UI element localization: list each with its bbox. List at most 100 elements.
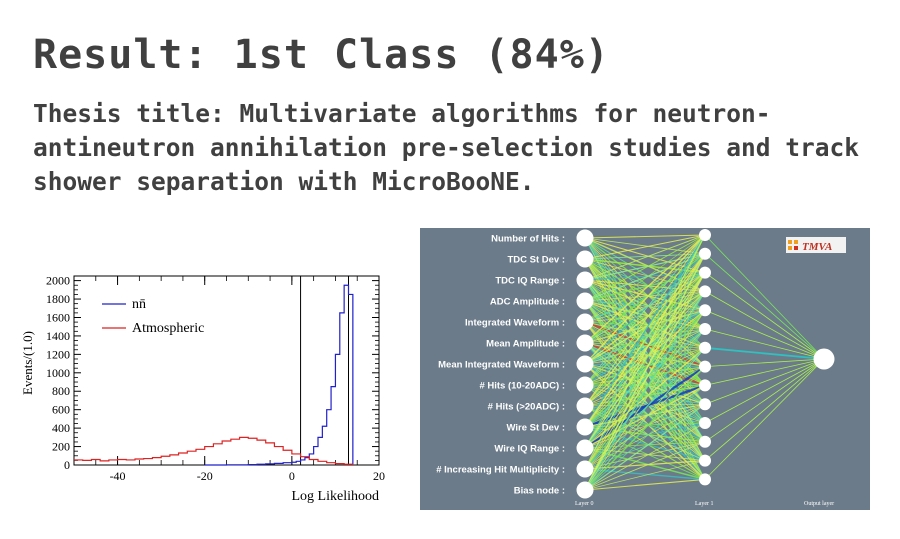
x-tick-label: -20	[197, 469, 213, 483]
input-node	[576, 229, 594, 247]
edge-input-hidden	[584, 347, 706, 449]
input-node	[576, 250, 594, 268]
hidden-node	[699, 454, 711, 467]
edge-input-hidden	[584, 234, 706, 344]
layer-label-1: Layer 1	[695, 501, 714, 507]
edge-input-hidden	[584, 328, 706, 365]
hidden-node	[699, 341, 711, 354]
input-label: Wire St Dev :	[506, 423, 565, 434]
edge-input-hidden	[584, 234, 706, 407]
edge-input-hidden	[584, 328, 706, 428]
edge-input-hidden	[584, 272, 706, 344]
edge-input-hidden	[584, 309, 706, 407]
edge-input-hidden	[584, 342, 706, 349]
edge-input-hidden	[584, 253, 706, 491]
edge-input-hidden	[584, 234, 706, 281]
y-tick-label: 800	[52, 384, 70, 398]
hidden-node	[699, 435, 711, 448]
input-node	[576, 292, 594, 310]
y-tick-label: 1800	[46, 292, 70, 306]
legend-label-nnbar: nn̄	[132, 297, 146, 312]
edge-input-hidden	[584, 234, 706, 323]
edge-input-hidden	[584, 234, 706, 302]
edge-input-hidden	[584, 291, 706, 449]
edge-input-hidden	[584, 366, 706, 428]
input-node	[576, 271, 594, 289]
edge-input-hidden	[584, 234, 706, 365]
hidden-node	[699, 398, 711, 411]
edge-input-hidden	[584, 321, 706, 330]
input-label: Wire IQ Range :	[494, 444, 565, 455]
edge-hidden-output	[704, 358, 825, 480]
edge-input-hidden	[584, 347, 706, 365]
edge-input-hidden	[584, 309, 706, 344]
hidden-node	[699, 285, 711, 298]
edge-input-hidden	[584, 290, 706, 344]
y-tick-label: 1600	[46, 310, 70, 324]
edge-input-hidden	[584, 253, 706, 344]
network-edges	[584, 234, 825, 491]
edge-input-hidden	[584, 253, 706, 386]
layer-label-0: Layer 0	[575, 501, 594, 507]
edge-input-hidden	[584, 363, 706, 405]
edge-hidden-output	[704, 358, 825, 386]
hidden-node	[699, 266, 711, 279]
edge-input-hidden	[584, 321, 706, 386]
edge-input-hidden	[584, 272, 706, 449]
edge-input-hidden	[584, 347, 706, 428]
tmva-logo: TMVA	[786, 237, 846, 253]
edge-hidden-output	[704, 358, 825, 424]
edge-input-hidden	[584, 328, 706, 470]
edge-input-hidden	[584, 309, 706, 449]
y-tick-label: 0	[64, 458, 70, 472]
edge-input-hidden	[584, 253, 706, 323]
input-node	[576, 418, 594, 436]
x-axis-label: Log Likelihood	[292, 489, 380, 504]
input-label: Mean Integrated Waveform :	[438, 360, 565, 371]
input-node	[576, 313, 594, 331]
input-label: ADC Amplitude :	[490, 297, 565, 308]
y-tick-label: 400	[52, 421, 70, 435]
edge-hidden-output	[704, 358, 825, 443]
edge-input-hidden	[584, 363, 706, 480]
hidden-node	[699, 379, 711, 392]
edge-input-hidden	[584, 363, 706, 386]
hidden-node	[699, 417, 711, 429]
edge-input-hidden	[584, 460, 706, 491]
edge-input-hidden	[584, 366, 706, 491]
edge-input-hidden	[584, 272, 706, 428]
edge-input-hidden	[584, 403, 706, 491]
input-node	[576, 376, 594, 394]
hidden-node	[699, 360, 711, 373]
input-node	[576, 439, 594, 457]
edge-hidden-output	[704, 291, 825, 360]
edge-input-hidden	[584, 342, 706, 387]
series-line-1	[74, 436, 354, 465]
edge-input-hidden	[584, 384, 706, 407]
edge-input-hidden	[584, 384, 706, 424]
y-axis-label: Events/(1.0)	[20, 331, 35, 395]
edge-input-hidden	[584, 405, 706, 424]
input-label: TDC St Dev :	[507, 255, 565, 266]
edge-input-hidden	[584, 290, 706, 365]
x-tick-label: 20	[373, 469, 385, 483]
tmva-logo-text: TMVA	[802, 241, 832, 253]
likelihood-histogram: 0200400600800100012001400160018002000-40…	[20, 274, 385, 504]
edge-input-hidden	[584, 365, 706, 449]
input-label: TDC IQ Range :	[495, 276, 565, 287]
input-node	[576, 481, 594, 499]
edge-input-hidden	[584, 291, 706, 323]
edge-input-hidden	[584, 468, 706, 481]
input-node	[576, 355, 594, 373]
input-node	[576, 460, 594, 478]
edge-input-hidden	[584, 328, 706, 491]
series-line-0	[204, 284, 354, 466]
input-node	[576, 334, 594, 352]
input-label: # Increasing Hit Multiplicity :	[436, 465, 565, 476]
y-tick-label: 200	[52, 440, 70, 454]
edge-input-hidden	[584, 342, 706, 424]
legend-label-atmospheric: Atmospheric	[132, 321, 204, 336]
layer-label-output: Output layer	[804, 501, 834, 507]
edge-input-hidden	[584, 403, 706, 449]
edge-input-hidden	[584, 441, 706, 470]
